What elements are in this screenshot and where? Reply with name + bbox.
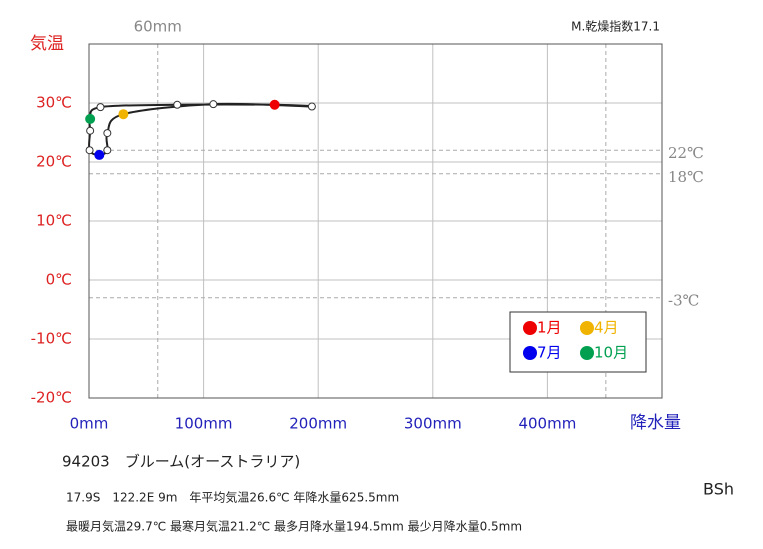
month-point	[96, 103, 105, 112]
month-point	[94, 149, 105, 160]
y-tick-label: 0℃	[46, 271, 72, 289]
legend-marker	[580, 346, 594, 360]
month-point	[118, 109, 129, 120]
month-point	[209, 100, 218, 109]
legend-label: 7月	[537, 344, 562, 362]
month-point	[173, 100, 182, 109]
x-tick-label: 200mm	[289, 415, 347, 433]
y-tick-label: 10℃	[36, 212, 72, 230]
x-tick-label: 100mm	[175, 415, 233, 433]
month-point	[103, 129, 112, 138]
x-tick-label: 300mm	[404, 415, 462, 433]
stats-line: 最暖月気温29.7℃ 最寒月気温21.2℃ 最多月降水量194.5mm 最少月降…	[66, 519, 522, 534]
legend-marker	[580, 321, 594, 335]
legend-marker	[523, 346, 537, 360]
reference-label: -3℃	[668, 292, 699, 310]
reference-label: 60mm	[134, 18, 182, 36]
y-tick-label: 30℃	[36, 94, 72, 112]
month-point	[269, 99, 280, 110]
plot-frame	[88, 43, 663, 399]
x-tick-label: 0mm	[70, 415, 109, 433]
station-name: 94203 ブルーム(オーストラリア)	[62, 453, 300, 471]
dryness-index: M.乾燥指数17.1	[571, 19, 660, 34]
reference-label: 22℃	[668, 144, 704, 162]
month-point	[307, 102, 316, 111]
location-line: 17.9S 122.2E 9m 年平均気温26.6℃ 年降水量625.5mm	[66, 490, 399, 505]
month-point	[85, 146, 94, 155]
legend-label: 4月	[594, 319, 619, 337]
month-point	[103, 146, 112, 155]
x-tick-label: 400mm	[518, 415, 576, 433]
y-tick-label: -20℃	[31, 389, 72, 407]
y-axis-label: 気温	[30, 34, 64, 54]
reference-label: 18℃	[668, 168, 704, 186]
y-tick-label: 20℃	[36, 153, 72, 171]
legend-label: 1月	[537, 319, 562, 337]
legend-box	[509, 311, 647, 373]
month-point	[86, 126, 95, 135]
legend-label: 10月	[594, 344, 628, 362]
climate-class: BSh	[703, 480, 734, 499]
legend-marker	[523, 321, 537, 335]
x-axis-label: 降水量	[630, 413, 681, 433]
y-tick-label: -10℃	[31, 330, 72, 348]
month-point	[85, 113, 96, 124]
